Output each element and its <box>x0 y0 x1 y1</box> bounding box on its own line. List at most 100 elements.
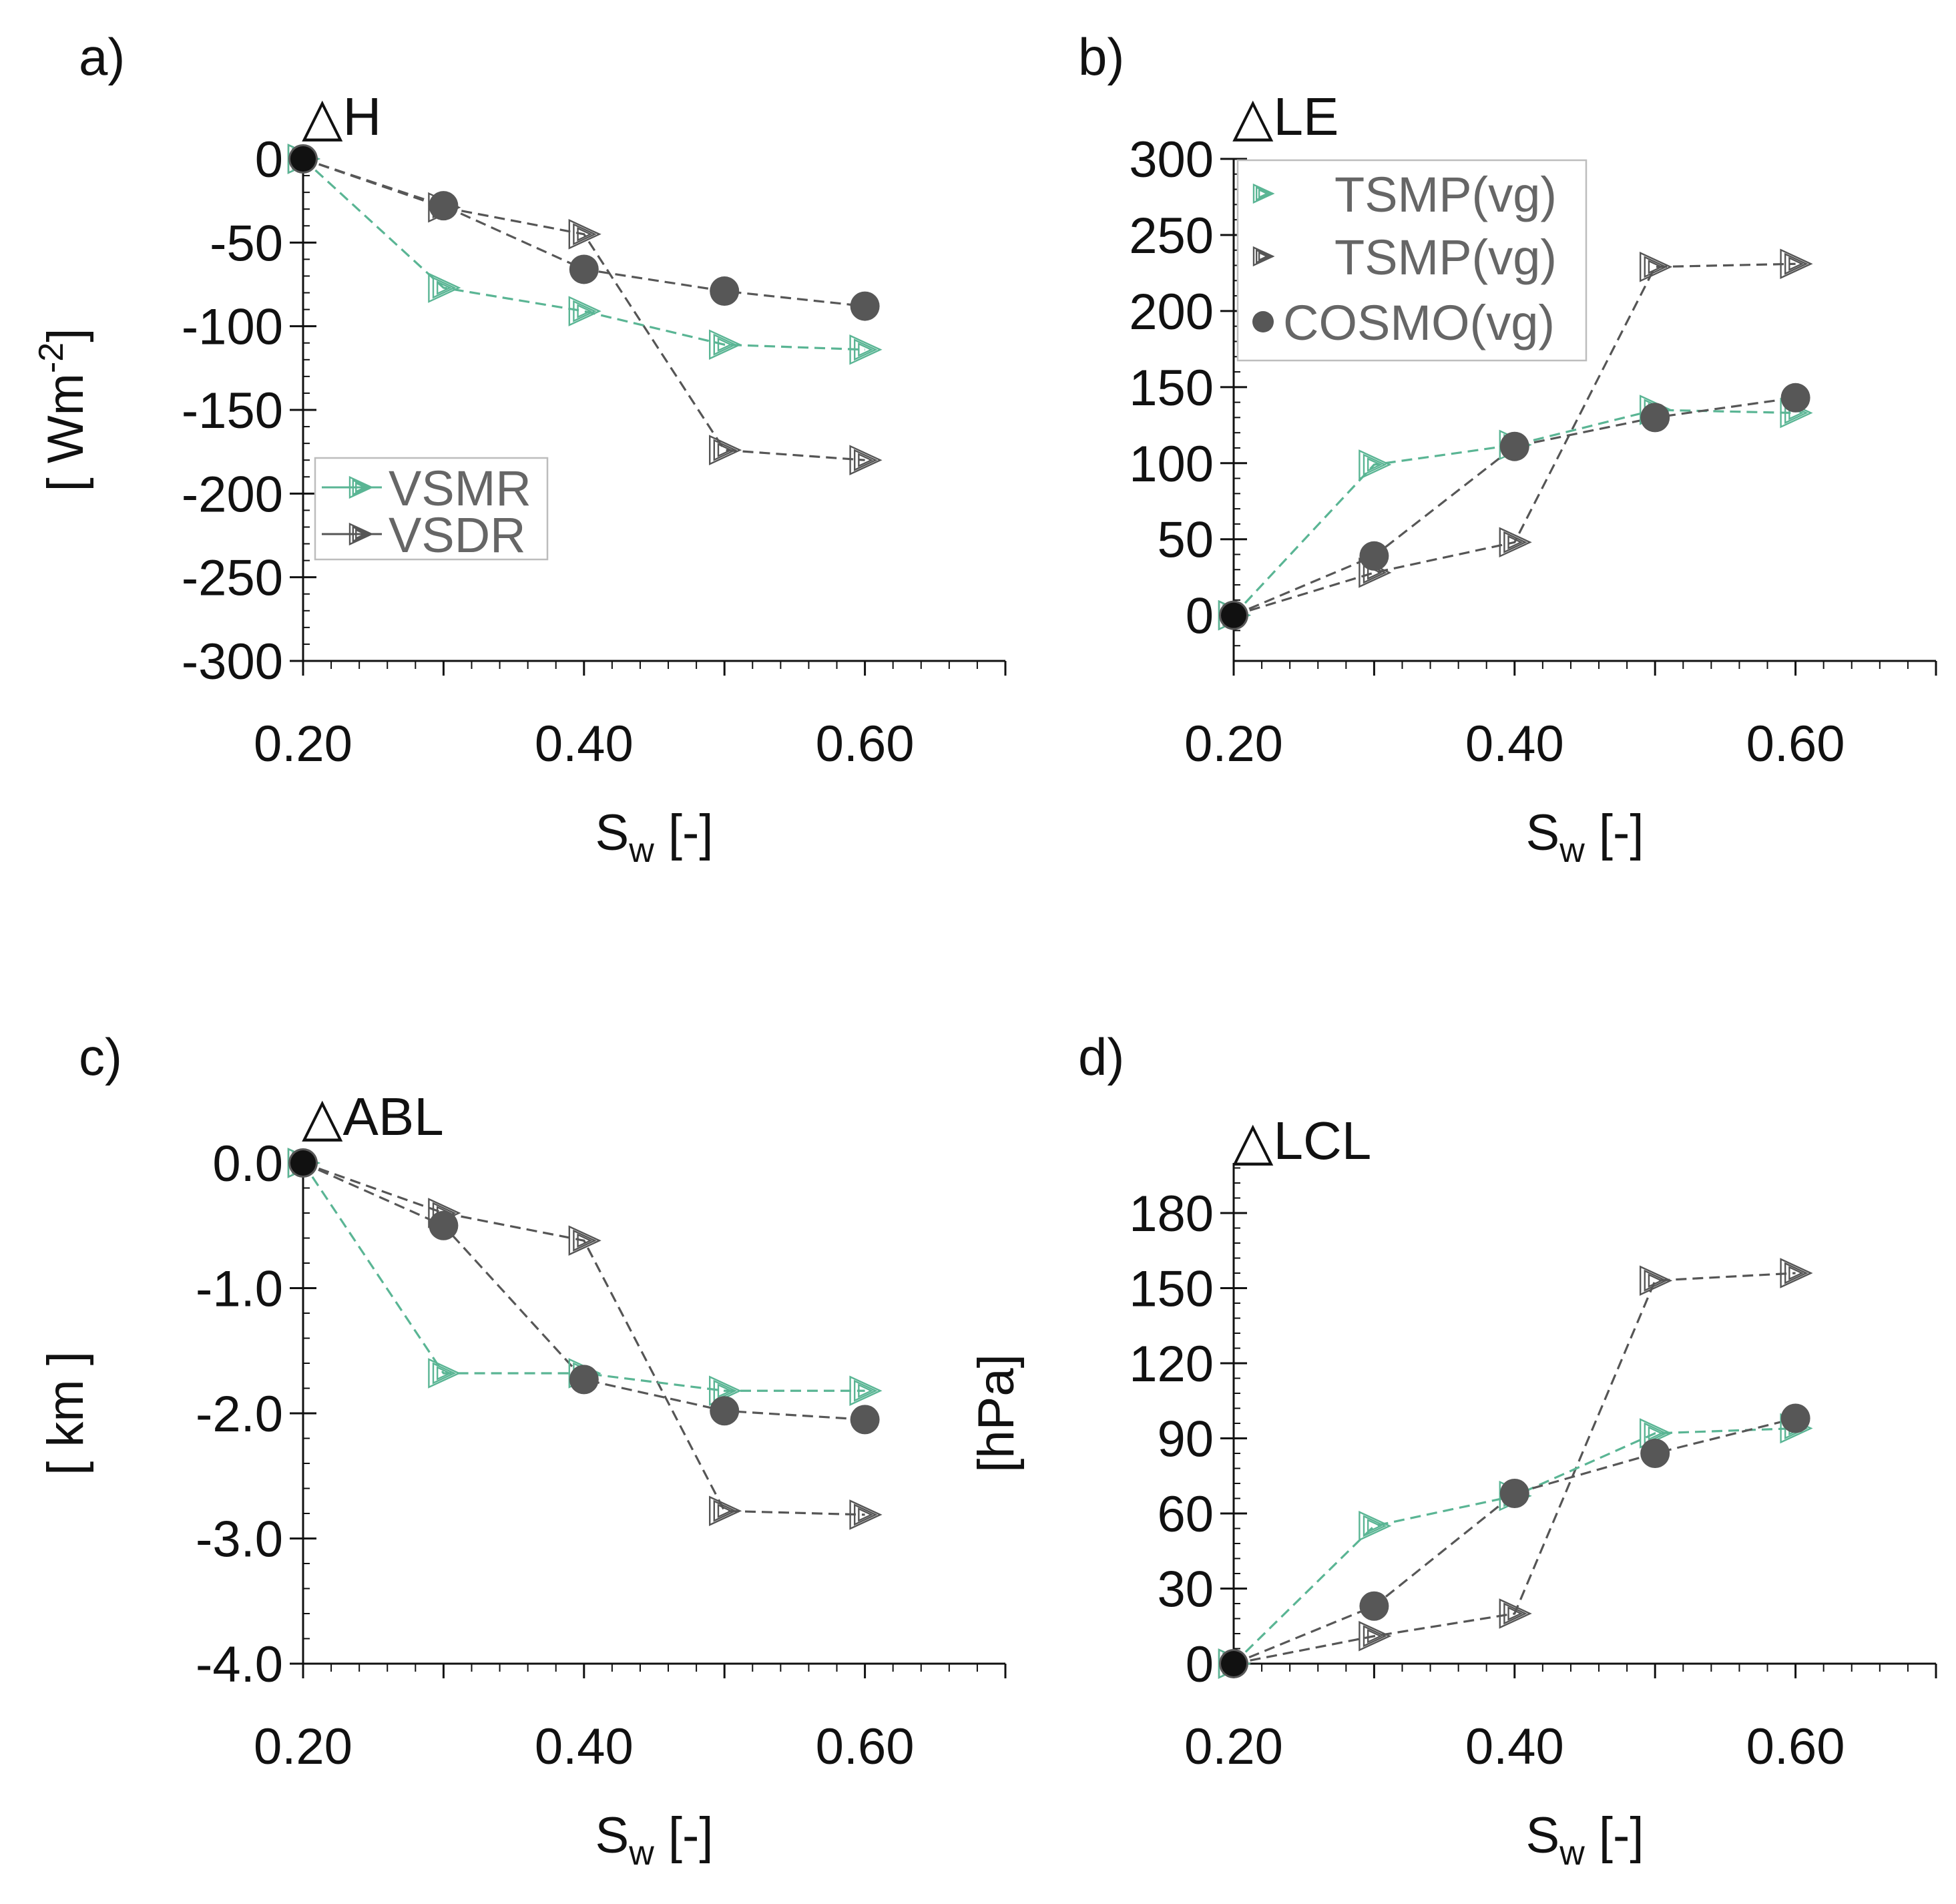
chart-panel-2: b) △LE 0.20 0.40 0.60 0 50 100 150 200 250 300 Sw [-… <box>1078 27 1937 870</box>
x-tick-label: 0.60 <box>816 1718 915 1775</box>
x-tick-label: 0.20 <box>1184 1718 1283 1775</box>
legend-box <box>1236 159 1587 362</box>
panel-letter: a) <box>79 27 125 86</box>
series-line-cosmo <box>1233 397 1796 617</box>
data-point-vsmr <box>1359 1510 1392 1541</box>
panels: a) △H 0.20 0.40 0.60 0 -50 -100 -150 -200 -250 -300… <box>32 27 1937 1873</box>
legend-marker-vsdr <box>1252 246 1275 267</box>
y-tick-label: -300 <box>182 634 283 690</box>
data-point-vsmr <box>568 296 601 326</box>
y-tick-label: 120 <box>1129 1336 1214 1393</box>
data-point-vsdr <box>1639 252 1673 282</box>
origin-point <box>1221 602 1246 628</box>
origin-point <box>290 1150 316 1176</box>
data-point-cosmo <box>1640 1439 1670 1468</box>
x-tick-label: 0.60 <box>1746 716 1845 772</box>
y-axis-label: [ km ] <box>37 1351 94 1475</box>
y-tick-label: 60 <box>1157 1486 1214 1543</box>
panel-title: △H <box>302 87 381 146</box>
data-point-cosmo <box>1780 1403 1810 1433</box>
data-point-cosmo <box>1359 541 1389 571</box>
data-point-cosmo <box>1499 1479 1529 1508</box>
legend-label-vsdr: VSDR <box>389 507 526 563</box>
legend-label-vsmr: TSMP(vg) <box>1334 167 1557 222</box>
x-tick-label: 0.40 <box>1465 716 1564 772</box>
x-axis-label: Sw [-] <box>1526 804 1644 870</box>
x-tick-label: 0.40 <box>535 1718 634 1775</box>
y-tick-label: -1.0 <box>196 1261 283 1318</box>
x-tick-label: 0.40 <box>1465 1718 1564 1775</box>
data-point-vsmr <box>849 1375 883 1407</box>
legend-label-vsdr: TSMP(vg) <box>1334 230 1557 285</box>
chart-panel-4: d) △LCL 0.20 0.40 0.60 0 30 60 90 120 150 180 Sw [-]… <box>968 1027 1937 1873</box>
legend-marker-vsmr <box>348 475 374 499</box>
data-point-vsdr <box>1359 1620 1392 1652</box>
data-point-vsdr <box>1499 527 1532 558</box>
data-point-cosmo <box>710 276 740 306</box>
legend-marker-vsmr <box>1252 183 1275 204</box>
data-point-vsdr <box>849 445 883 475</box>
x-tick-label: 0.60 <box>816 716 915 772</box>
x-tick-label: 0.20 <box>1184 716 1283 772</box>
series-line-vsmr <box>302 158 865 351</box>
y-tick-label: 0.0 <box>212 1136 283 1192</box>
y-tick-label: 30 <box>1157 1562 1214 1618</box>
legend: TSMP(vg) TSMP(vg) COSMO(vg) <box>1236 159 1587 362</box>
x-tick-label: 0.20 <box>254 1718 352 1775</box>
y-tick-label: 50 <box>1157 512 1214 569</box>
data-point-cosmo <box>429 1210 459 1240</box>
y-tick-label: -4.0 <box>196 1636 283 1693</box>
y-tick-label: -3.0 <box>196 1511 283 1568</box>
legend-label-vsmr: VSMR <box>389 461 531 516</box>
series-line-vsdr <box>1233 1272 1796 1665</box>
panel-letter: c) <box>79 1027 122 1086</box>
legend-marker-vsdr <box>348 522 374 546</box>
data-point-vsmr <box>1359 449 1392 480</box>
panel-title: △LCL <box>1232 1111 1371 1170</box>
y-tick-label: 200 <box>1129 284 1214 340</box>
data-point-vsmr <box>428 1358 461 1389</box>
data-point-cosmo <box>569 1365 599 1395</box>
x-axis-label: Sw [-] <box>595 804 714 870</box>
data-point-vsdr <box>1780 1258 1813 1288</box>
series-line-cosmo <box>302 1162 865 1421</box>
data-point-cosmo <box>710 1396 740 1426</box>
origin-point <box>1221 1651 1246 1676</box>
data-point-cosmo <box>1359 1591 1389 1621</box>
data-point-cosmo <box>1499 431 1529 461</box>
y-axis-label: [hPa] <box>968 1354 1025 1472</box>
data-point-vsmr <box>428 272 461 303</box>
y-tick-label: -50 <box>210 215 283 272</box>
y-tick-label: 100 <box>1129 436 1214 493</box>
data-point-vsdr <box>708 435 742 465</box>
series-line-cosmo <box>1233 1417 1796 1665</box>
y-tick-label: 90 <box>1157 1411 1214 1468</box>
chart-panel-3: c) △ABL 0.20 0.40 0.60 0.0 -1.0 -2.0 -3.0 -4.0 Sw … <box>37 1027 1007 1873</box>
data-point-vsdr <box>708 1495 742 1527</box>
data-point-vsdr <box>849 1499 883 1530</box>
panel-letter: d) <box>1078 1027 1124 1086</box>
chart-panel-1: a) △H 0.20 0.40 0.60 0 -50 -100 -150 -200 -250 -300… <box>32 27 1007 870</box>
y-tick-label: 150 <box>1129 360 1214 417</box>
y-tick-label: -150 <box>182 383 283 439</box>
data-point-vsmr <box>849 334 883 365</box>
y-tick-label: 300 <box>1129 132 1214 188</box>
data-point-vsdr <box>568 1225 601 1256</box>
x-axis-label: Sw [-] <box>595 1807 714 1873</box>
data-point-cosmo <box>850 1405 880 1435</box>
data-point-cosmo <box>1780 383 1810 413</box>
origin-point <box>290 146 316 172</box>
data-point-cosmo <box>429 191 459 221</box>
y-tick-label: -250 <box>182 550 283 607</box>
series-line-vsdr <box>302 1162 865 1516</box>
series-line-vsmr <box>302 1162 865 1392</box>
y-tick-label: 150 <box>1129 1261 1214 1318</box>
data-point-cosmo <box>569 254 599 284</box>
y-tick-label: 0 <box>255 132 283 188</box>
data-point-vsdr <box>1639 1265 1673 1296</box>
y-axis-label: [ Wm-2] <box>32 328 94 492</box>
series-line-vsdr <box>1233 262 1796 617</box>
data-point-vsmr <box>708 329 742 361</box>
